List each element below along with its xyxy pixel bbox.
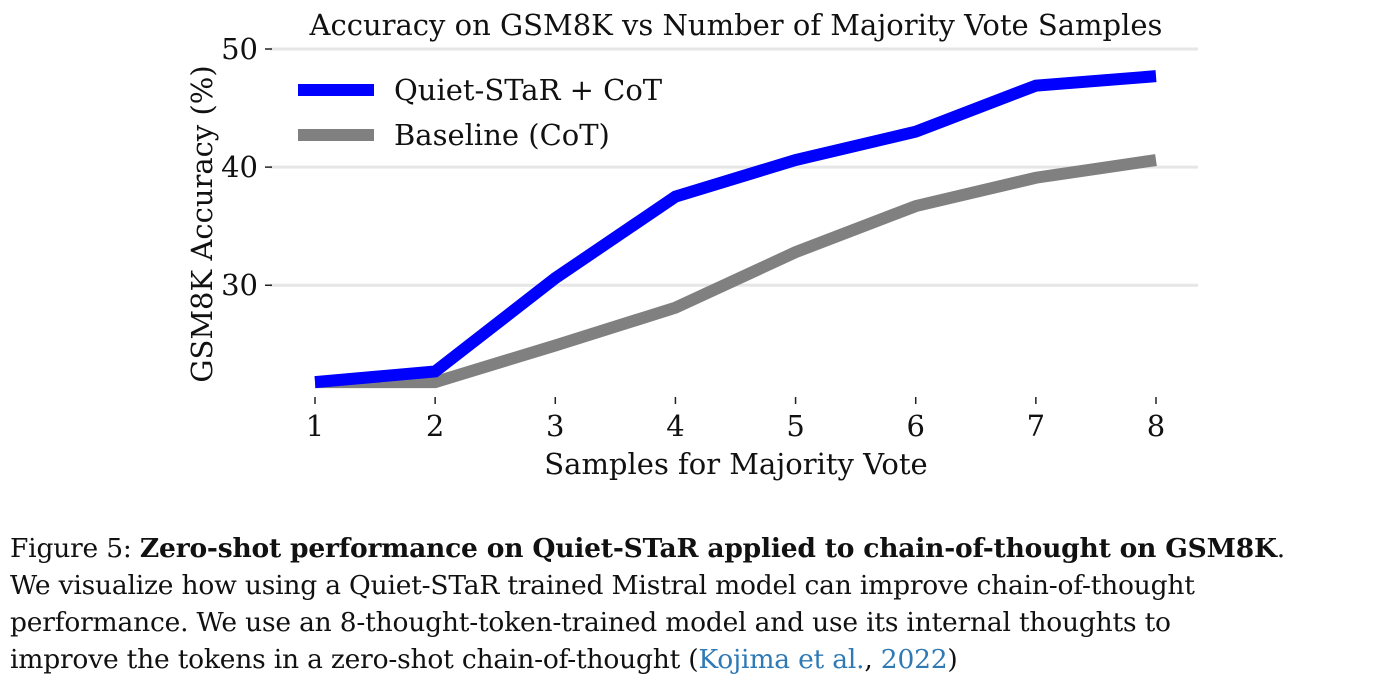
caption-bold-title: Zero-shot performance on Quiet-STaR appl… <box>139 533 1277 564</box>
figure-caption: Figure 5: Zero-shot performance on Quiet… <box>10 530 1390 678</box>
legend-label-0: Quiet-STaR + CoT <box>394 73 663 107</box>
caption-line-2: We visualize how using a Quiet-STaR trai… <box>10 570 1195 601</box>
caption-cite-separator: , <box>864 644 881 675</box>
citation-year-link[interactable]: 2022 <box>880 644 948 675</box>
x-tick-label: 5 <box>786 409 804 443</box>
caption-line-1: Figure 5: Zero-shot performance on Quiet… <box>10 530 1390 567</box>
legend: Quiet-STaR + CoT Baseline (CoT) <box>298 73 663 152</box>
y-axis-label: GSM8K Accuracy (%) <box>185 65 219 382</box>
caption-line-4-text: improve the tokens in a zero-shot chain-… <box>10 644 699 675</box>
x-tick-label: 6 <box>906 409 924 443</box>
caption-line-4: improve the tokens in a zero-shot chain-… <box>10 641 1390 678</box>
legend-label-1: Baseline (CoT) <box>394 118 610 152</box>
y-tick-label: 50 <box>221 32 258 66</box>
x-tick-label: 2 <box>426 409 444 443</box>
x-tick-label: 7 <box>1027 409 1045 443</box>
series-line-0 <box>314 70 1157 389</box>
chart: 30 40 50 1 2 3 4 5 6 7 8 Quiet-STaR + CoT Baseline … <box>185 8 1198 481</box>
series-lines <box>314 70 1157 389</box>
series-line-1 <box>315 154 1157 389</box>
x-tick-label: 4 <box>666 409 684 443</box>
x-tick-label: 1 <box>306 409 324 443</box>
y-tick-label: 30 <box>221 268 258 302</box>
y-tick-label: 40 <box>221 150 258 184</box>
chart-title: Accuracy on GSM8K vs Number of Majority … <box>309 8 1163 42</box>
x-tick-label: 8 <box>1147 409 1165 443</box>
caption-figure-label: Figure 5: <box>10 533 140 564</box>
x-tick-label: 3 <box>546 409 564 443</box>
x-axis-label: Samples for Majority Vote <box>544 447 927 481</box>
caption-line-3: performance. We use an 8-thought-token-t… <box>10 607 1171 638</box>
citation-author-link[interactable]: Kojima et al. <box>698 644 865 675</box>
axes: 30 40 50 1 2 3 4 5 6 7 8 <box>221 32 1165 443</box>
caption-line-4-end: ) <box>947 644 958 675</box>
caption-title-end: . <box>1276 533 1286 564</box>
